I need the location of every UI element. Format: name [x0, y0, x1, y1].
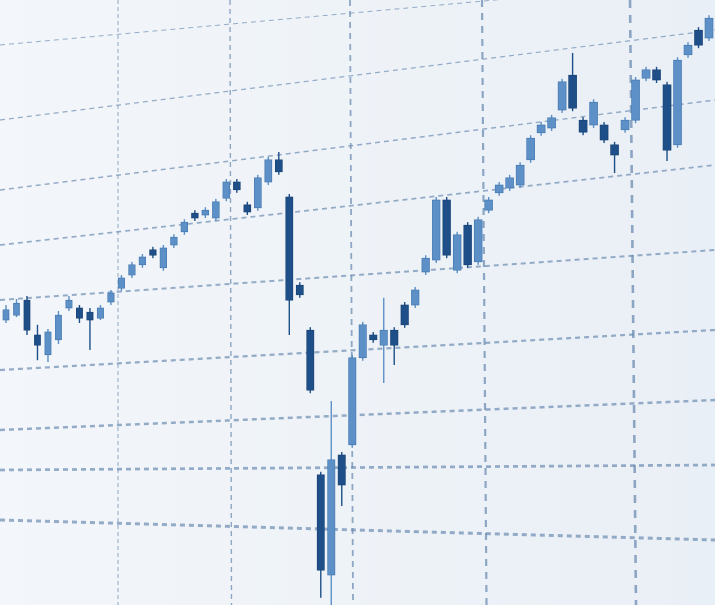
candle-body — [327, 459, 336, 576]
candles — [2, 15, 714, 605]
candle-body — [369, 334, 378, 341]
candle-body — [316, 474, 325, 571]
grid-line-horizontal — [0, 29, 715, 121]
candle-body — [306, 329, 315, 391]
grid-line-horizontal — [0, 328, 715, 372]
candle-body — [13, 302, 20, 316]
candle-body — [442, 199, 451, 256]
grid-line-vertical — [480, 0, 488, 605]
candle-body — [358, 324, 367, 359]
grid-line-horizontal — [0, 0, 501, 46]
candle-body — [159, 247, 167, 269]
candle-body — [589, 101, 598, 126]
candle-body — [505, 177, 514, 189]
candle-body — [264, 159, 273, 183]
candle-body — [400, 304, 409, 326]
candle-body — [515, 164, 525, 186]
candle-body — [212, 201, 220, 219]
candle-body — [641, 69, 651, 79]
candle-body — [86, 311, 94, 321]
candle-body — [243, 204, 252, 213]
candle-body — [526, 137, 535, 161]
candle-body — [180, 221, 189, 233]
candle-body — [453, 234, 462, 271]
candle-body — [557, 81, 567, 111]
candle-body — [662, 84, 672, 151]
candle-body — [652, 69, 661, 81]
candle-body — [568, 74, 577, 109]
candle-body — [191, 212, 199, 219]
candle-body — [295, 284, 304, 296]
grid-line-vertical — [349, 0, 354, 605]
grid-line-horizontal — [0, 164, 715, 246]
candle-body — [411, 289, 420, 306]
candle-body — [379, 329, 388, 346]
candle-body — [536, 124, 546, 134]
candle-body — [233, 181, 241, 191]
candle-body — [274, 159, 283, 173]
candle-body — [610, 144, 619, 156]
candle-body — [599, 124, 609, 141]
grid-line-horizontal — [0, 99, 715, 191]
candle-body — [96, 307, 104, 319]
candle-body — [149, 249, 157, 256]
candle-body — [117, 277, 125, 289]
grid-line-horizontal — [0, 518, 715, 542]
candle-body — [432, 199, 441, 261]
candle-body — [201, 209, 210, 216]
candle-body — [683, 44, 693, 56]
candle-body — [23, 299, 31, 331]
candle-body — [494, 184, 504, 194]
candle-body — [704, 17, 714, 39]
candle-body — [138, 256, 146, 266]
candle-body — [285, 196, 294, 301]
candle-body — [673, 59, 682, 146]
candle-body — [44, 331, 52, 356]
candle-body — [390, 329, 399, 346]
grid-line-horizontal — [0, 398, 715, 432]
grid-line-horizontal — [0, 249, 715, 301]
candle-body — [170, 236, 178, 246]
grid-line-horizontal — [0, 463, 715, 472]
candle-body — [34, 334, 41, 346]
candle-body — [578, 119, 588, 133]
candle-body — [484, 199, 493, 211]
grid-line-vertical — [229, 0, 233, 605]
candle-body — [694, 29, 703, 46]
grid-line-vertical — [628, 0, 638, 605]
candle-body — [55, 314, 62, 341]
candle-body — [421, 257, 430, 273]
candle-body — [76, 307, 83, 319]
candle-body — [473, 219, 483, 263]
candle-body — [547, 117, 556, 129]
candle-body — [2, 309, 10, 321]
candle-body — [254, 177, 262, 209]
candle-body — [107, 292, 115, 303]
candle-body — [620, 119, 630, 131]
candle-body — [463, 224, 472, 266]
candle-body — [337, 454, 346, 486]
candle-body — [222, 181, 231, 199]
candle-body — [128, 264, 136, 276]
candle-body — [631, 79, 640, 121]
candle-body — [65, 299, 73, 309]
candle-body — [348, 357, 357, 446]
